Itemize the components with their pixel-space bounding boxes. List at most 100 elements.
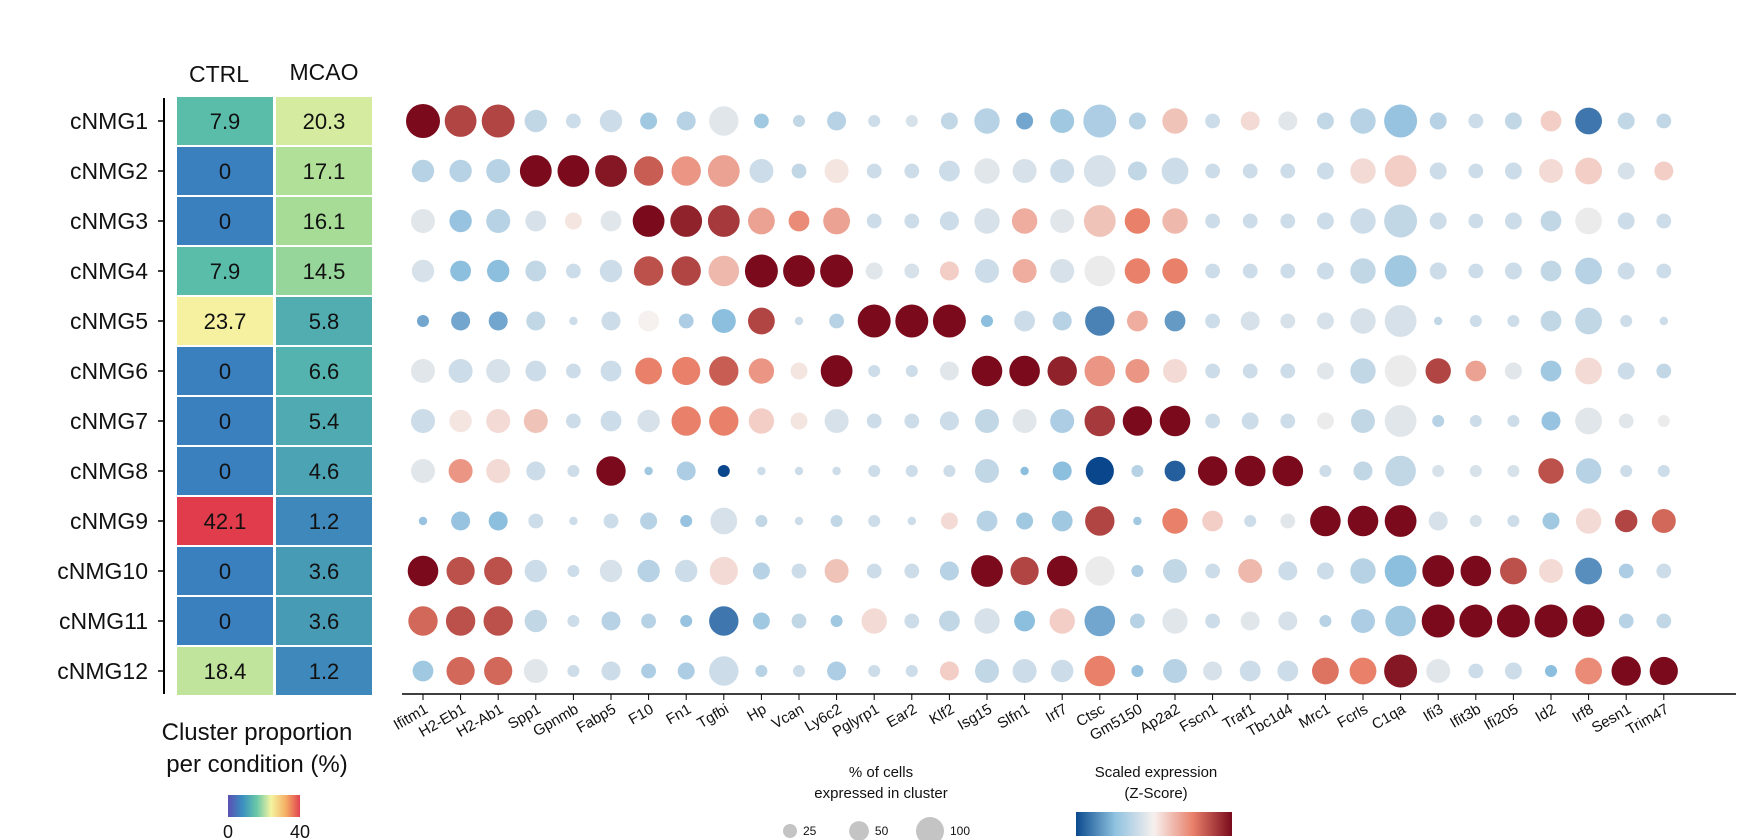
dot bbox=[939, 160, 960, 182]
dot bbox=[940, 512, 958, 530]
dot bbox=[1016, 112, 1034, 130]
dot bbox=[488, 311, 508, 331]
dot bbox=[1540, 310, 1562, 332]
dot bbox=[1316, 412, 1334, 430]
dot bbox=[1052, 461, 1072, 481]
dot bbox=[569, 516, 578, 526]
dot bbox=[1316, 162, 1334, 180]
dot bbox=[1350, 358, 1376, 384]
dot bbox=[827, 661, 847, 681]
dot bbox=[1384, 555, 1417, 587]
row-label: cNMG4 bbox=[70, 258, 148, 284]
dot bbox=[449, 409, 472, 433]
dot bbox=[793, 665, 805, 677]
heatmap-cell bbox=[276, 197, 372, 245]
dot bbox=[1049, 608, 1075, 634]
dot bbox=[790, 362, 808, 380]
dot bbox=[1545, 665, 1557, 677]
dot bbox=[411, 209, 435, 233]
gene-label: Fabp5 bbox=[574, 701, 619, 737]
heatmap-cell-value: 3.6 bbox=[309, 559, 340, 584]
heatmap-cell bbox=[276, 347, 372, 395]
dot bbox=[1012, 409, 1037, 433]
dot bbox=[830, 615, 843, 627]
dot bbox=[1385, 455, 1416, 487]
dot bbox=[939, 561, 959, 581]
dot bbox=[975, 259, 999, 283]
heatmap-cell bbox=[276, 397, 372, 445]
dot bbox=[1310, 505, 1341, 537]
dot bbox=[1163, 359, 1187, 383]
heatmap-cell-value: 0 bbox=[219, 409, 231, 434]
dot bbox=[1350, 258, 1376, 284]
dot bbox=[824, 559, 849, 583]
dot bbox=[895, 304, 929, 338]
row-label: cNMG9 bbox=[70, 508, 148, 534]
dot bbox=[1618, 413, 1634, 429]
dot bbox=[1384, 405, 1417, 437]
heatmap-cell-value: 7.9 bbox=[210, 109, 241, 134]
gene-label: F10 bbox=[626, 701, 657, 729]
dot bbox=[451, 511, 471, 531]
dot bbox=[525, 360, 547, 382]
dot bbox=[1205, 263, 1220, 279]
dot bbox=[752, 562, 770, 580]
dot bbox=[1238, 559, 1263, 583]
dot bbox=[1659, 316, 1669, 326]
dot bbox=[1384, 505, 1417, 537]
dot bbox=[1084, 655, 1116, 687]
dot bbox=[1124, 258, 1151, 284]
dot bbox=[1046, 555, 1078, 587]
dot bbox=[1468, 113, 1484, 129]
dot bbox=[1504, 162, 1522, 180]
dot bbox=[1540, 260, 1562, 282]
dot bbox=[1353, 461, 1373, 481]
dot bbox=[707, 205, 740, 237]
dot bbox=[1350, 308, 1376, 334]
dot bbox=[1385, 605, 1416, 637]
dot bbox=[528, 513, 544, 529]
heatmap-cell-value: 23.7 bbox=[204, 309, 247, 334]
dot bbox=[824, 159, 849, 183]
dot bbox=[1575, 257, 1602, 285]
dot bbox=[519, 155, 552, 187]
dot bbox=[709, 406, 739, 436]
dot bbox=[644, 466, 653, 476]
heatmap-xlabel-line-2: per condition (%) bbox=[166, 751, 347, 778]
dot bbox=[1012, 259, 1037, 283]
heatmap-cell-value: 4.6 bbox=[309, 459, 340, 484]
dot bbox=[790, 412, 808, 430]
heatmap-cell bbox=[276, 97, 372, 145]
dot bbox=[1205, 213, 1220, 229]
dot bbox=[1050, 409, 1075, 433]
dot bbox=[932, 304, 966, 338]
dot bbox=[1128, 112, 1146, 130]
dot bbox=[1012, 659, 1037, 683]
dot bbox=[635, 357, 662, 385]
heatmap-cell-value: 5.4 bbox=[309, 409, 340, 434]
dot bbox=[1469, 465, 1482, 477]
heatmap-cell-value: 20.3 bbox=[303, 109, 346, 134]
dot bbox=[600, 360, 622, 382]
dot bbox=[1575, 157, 1602, 185]
dot bbox=[1050, 109, 1075, 133]
dot bbox=[1316, 362, 1334, 380]
dot bbox=[1572, 605, 1605, 637]
dot bbox=[1278, 561, 1298, 581]
dot bbox=[1242, 263, 1258, 279]
dot bbox=[1277, 660, 1299, 682]
dot bbox=[1319, 465, 1332, 477]
gene-label: Slfn1 bbox=[994, 701, 1032, 733]
dot bbox=[411, 459, 435, 483]
dot bbox=[1350, 108, 1376, 134]
dot bbox=[1541, 411, 1561, 431]
dot bbox=[671, 406, 701, 436]
dot bbox=[1384, 654, 1418, 688]
dot bbox=[1085, 306, 1115, 336]
dot bbox=[567, 565, 580, 577]
dot bbox=[672, 356, 701, 386]
dot bbox=[486, 409, 511, 433]
dot bbox=[904, 263, 920, 279]
dot bbox=[446, 656, 475, 686]
dot bbox=[1280, 363, 1296, 379]
